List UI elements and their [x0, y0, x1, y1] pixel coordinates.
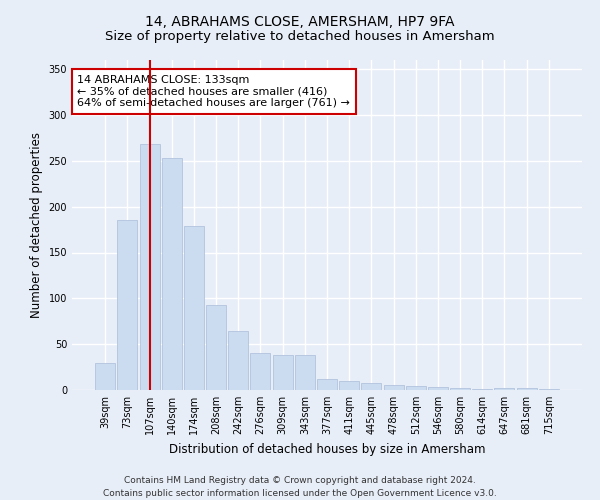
Bar — [428, 387, 448, 390]
X-axis label: Distribution of detached houses by size in Amersham: Distribution of detached houses by size … — [169, 442, 485, 456]
Bar — [450, 388, 470, 390]
Bar — [406, 386, 426, 390]
Bar — [295, 355, 315, 390]
Bar — [539, 389, 559, 390]
Text: 14, ABRAHAMS CLOSE, AMERSHAM, HP7 9FA: 14, ABRAHAMS CLOSE, AMERSHAM, HP7 9FA — [145, 15, 455, 29]
Bar — [383, 386, 404, 390]
Bar — [339, 381, 359, 390]
Bar — [206, 304, 226, 390]
Y-axis label: Number of detached properties: Number of detached properties — [30, 132, 43, 318]
Bar — [228, 332, 248, 390]
Bar — [317, 379, 337, 390]
Bar — [361, 382, 382, 390]
Bar — [472, 389, 492, 390]
Bar — [250, 354, 271, 390]
Bar — [272, 355, 293, 390]
Text: 14 ABRAHAMS CLOSE: 133sqm
← 35% of detached houses are smaller (416)
64% of semi: 14 ABRAHAMS CLOSE: 133sqm ← 35% of detac… — [77, 75, 350, 108]
Bar — [517, 388, 536, 390]
Bar — [494, 388, 514, 390]
Bar — [95, 362, 115, 390]
Bar — [184, 226, 204, 390]
Text: Size of property relative to detached houses in Amersham: Size of property relative to detached ho… — [105, 30, 495, 43]
Bar — [140, 144, 160, 390]
Bar — [162, 158, 182, 390]
Text: Contains HM Land Registry data © Crown copyright and database right 2024.
Contai: Contains HM Land Registry data © Crown c… — [103, 476, 497, 498]
Bar — [118, 220, 137, 390]
